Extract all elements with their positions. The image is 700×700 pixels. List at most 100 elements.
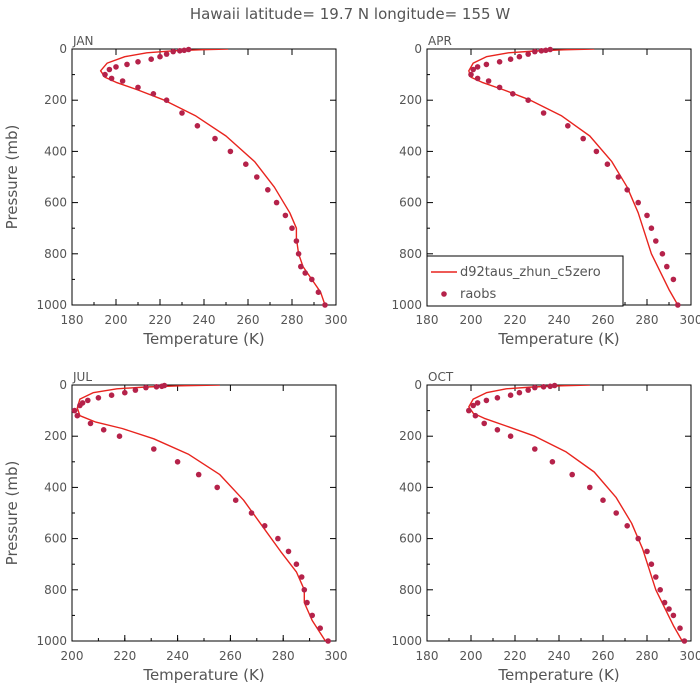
x-tick-label: 300: [680, 649, 700, 663]
x-axis-title: Temperature (K): [497, 666, 619, 684]
raobs-point: [540, 384, 547, 390]
raobs-point: [648, 561, 655, 567]
x-tick-label: 180: [416, 313, 439, 327]
panels: 180 200 220 240 260 280 300 0 200 400 600 800 1000 JA…: [3, 34, 700, 684]
panel-label: APR: [428, 34, 452, 48]
x-tick-label: 280: [636, 313, 659, 327]
raobs-point: [100, 427, 107, 433]
raobs-point: [532, 446, 538, 452]
x-axis-title: Temperature (K): [497, 330, 619, 348]
x-tick-label: 300: [325, 313, 348, 327]
plot-frame: [71, 48, 337, 306]
x-tick-label: 240: [193, 313, 216, 327]
raobs-point: [163, 97, 170, 103]
panel-jan: 180 200 220 240 260 280 300 0 200 400 600 800 1000 JA…: [3, 34, 347, 348]
raobs-point: [163, 51, 170, 57]
raobs-point: [289, 225, 295, 231]
raobs-point: [494, 427, 501, 433]
raobs-point: [624, 187, 630, 193]
raobs-point: [540, 110, 547, 116]
raobs-point: [195, 471, 202, 478]
raobs-point: [122, 389, 128, 396]
raobs-point: [315, 289, 322, 296]
raobs-point: [681, 638, 688, 644]
raobs-point: [565, 123, 571, 129]
raobs-point: [301, 587, 308, 593]
plot-frame: [426, 384, 692, 642]
raobs-point: [150, 91, 157, 97]
raobs-point: [295, 251, 302, 257]
raobs-point: [185, 46, 192, 53]
raobs-point: [253, 174, 260, 180]
legend-point-swatch: [441, 291, 447, 297]
raobs-point: [635, 535, 641, 542]
raobs-point: [580, 135, 586, 142]
x-tick-label: 220: [113, 649, 136, 663]
x-tick-label: 260: [237, 313, 260, 327]
raobs-point: [309, 612, 316, 619]
raobs-point: [507, 433, 514, 440]
legend-label-obs: raobs: [460, 287, 497, 302]
raobs-point: [243, 161, 249, 167]
raobs-point: [549, 459, 556, 465]
raobs-point: [194, 123, 201, 129]
raobs-point: [74, 412, 81, 419]
plot-frame: [71, 384, 337, 642]
raobs-point: [613, 510, 619, 516]
raobs-point: [675, 302, 681, 308]
raobs-point: [85, 397, 91, 404]
y-tick-label: 200: [44, 93, 67, 107]
raobs-point: [325, 638, 331, 644]
x-axis-title: Temperature (K): [142, 666, 264, 684]
x-tick-label: 260: [592, 649, 615, 663]
raobs-point: [302, 270, 309, 276]
raobs-point: [87, 420, 94, 427]
raobs-point: [95, 395, 102, 401]
x-tick-label: 260: [219, 649, 242, 663]
raobs-point: [148, 56, 154, 62]
panel-jul: 200 220 240 260 280 300 0 200 400 600 800 1000 JUL Te…: [3, 370, 347, 684]
raobs-point: [108, 392, 115, 399]
y-tick-label: 400: [44, 480, 67, 494]
raobs-point: [664, 263, 670, 270]
raobs-point: [666, 606, 672, 612]
y-tick-label: 400: [44, 144, 67, 158]
x-tick-label: 300: [680, 313, 700, 327]
raobs-point: [212, 135, 218, 142]
y-tick-label: 800: [399, 583, 422, 597]
raobs-point: [108, 75, 115, 82]
model-profile-line: [99, 49, 326, 305]
raobs-point: [670, 612, 677, 619]
raobs-point: [483, 61, 490, 68]
raobs-point: [151, 446, 157, 452]
raobs-point: [282, 212, 289, 219]
panel-label: OCT: [428, 370, 454, 384]
raobs-point: [470, 66, 477, 73]
raobs-point: [304, 599, 310, 606]
raobs-point: [293, 238, 300, 244]
raobs-point: [261, 523, 268, 529]
raobs-point: [659, 251, 666, 257]
raobs-point: [135, 59, 141, 65]
model-profile-line: [76, 385, 326, 641]
raobs-point: [483, 397, 490, 404]
y-tick-label: 0: [59, 42, 67, 56]
raobs-point: [644, 548, 650, 555]
raobs-point: [179, 110, 185, 116]
raobs-point: [494, 395, 501, 401]
raobs-point: [507, 56, 514, 62]
y-axis-title: Pressure (mb): [3, 461, 21, 566]
raobs-point: [153, 384, 160, 390]
panel-apr: 180 200 220 240 260 280 300 0 200 400 600 800 1000 AP…: [391, 34, 700, 348]
raobs-point: [132, 387, 139, 393]
x-tick-label: 220: [149, 313, 172, 327]
raobs-point: [485, 78, 492, 84]
raobs-point: [496, 84, 503, 91]
x-tick-label: 300: [325, 649, 348, 663]
x-tick-label: 280: [636, 649, 659, 663]
x-tick-label: 180: [61, 313, 84, 327]
raobs-point: [77, 402, 83, 409]
raobs-point: [593, 148, 600, 155]
raobs-point: [604, 161, 611, 167]
y-tick-label: 800: [44, 583, 67, 597]
